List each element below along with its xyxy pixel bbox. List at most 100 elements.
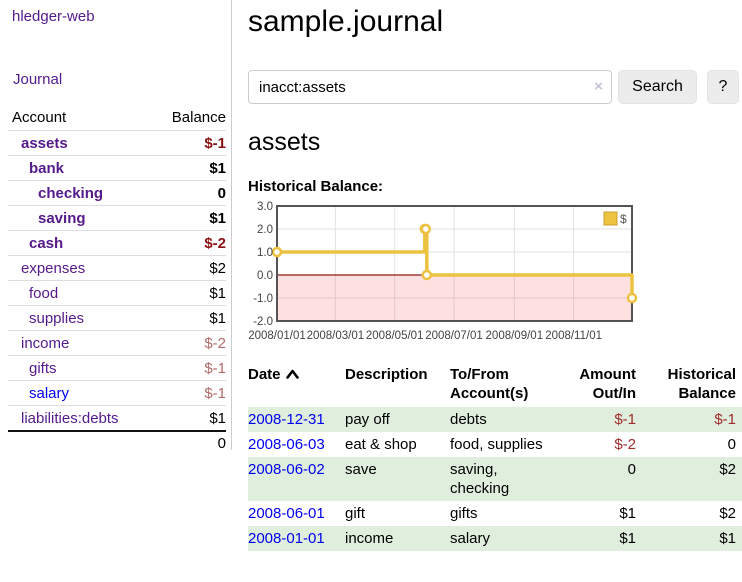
register-accounts: salary <box>450 526 560 551</box>
register-amount: $1 <box>560 501 642 526</box>
account-link[interactable]: income <box>8 332 69 355</box>
register-date: 2008-06-01 <box>248 501 345 526</box>
account-balance: $-1 <box>204 382 226 405</box>
page-title: sample.journal <box>248 4 742 40</box>
sidebar: hledger-web Journal Account Balance asse… <box>0 0 232 450</box>
svg-text:0.0: 0.0 <box>257 270 273 282</box>
register-header-balance: Historical Balance <box>642 363 742 407</box>
register-balance: $2 <box>642 501 742 526</box>
register-date-link[interactable]: 2008-06-03 <box>248 436 325 453</box>
account-row: checking 0 <box>8 180 226 205</box>
accounts-header-account: Account <box>12 106 66 130</box>
search-form: × Search ? <box>248 70 742 104</box>
register-date-link[interactable]: 2008-01-01 <box>248 530 325 547</box>
svg-text:2008/09/01: 2008/09/01 <box>486 330 544 342</box>
account-row: supplies $1 <box>8 305 226 330</box>
register-table: Date Description To/From Account(s) Amou… <box>248 363 742 551</box>
register-accounts: debts <box>450 407 560 432</box>
register-amount: 0 <box>560 457 642 501</box>
account-row: expenses $2 <box>8 255 226 280</box>
register-balance: $1 <box>642 526 742 551</box>
search-input[interactable] <box>248 70 612 104</box>
account-balance: $2 <box>209 257 226 280</box>
chart-legend-label: $ <box>620 212 627 226</box>
sidebar-item-journal[interactable]: Journal <box>13 71 231 88</box>
account-row: food $1 <box>8 280 226 305</box>
help-button[interactable]: ? <box>707 70 739 104</box>
balance-chart: 3.02.01.00.0-1.0-2.02008/01/012008/03/01… <box>248 202 742 347</box>
svg-text:2008/03/01: 2008/03/01 <box>307 330 365 342</box>
register-amount: $-2 <box>560 432 642 457</box>
register-header-description: Description <box>345 363 450 407</box>
hledger-web-page: hledger-web Journal Account Balance asse… <box>0 0 742 582</box>
account-link[interactable]: salary <box>8 382 69 405</box>
historical-balance-label: Historical Balance: <box>248 178 742 195</box>
register-balance: 0 <box>642 432 742 457</box>
account-link[interactable]: saving <box>8 207 86 230</box>
register-date: 2008-12-31 <box>248 407 345 432</box>
register-date-link[interactable]: 2008-06-02 <box>248 461 325 478</box>
account-link[interactable]: checking <box>8 182 103 205</box>
search-button[interactable]: Search <box>618 70 697 104</box>
account-link[interactable]: expenses <box>8 257 85 280</box>
account-balance: $-2 <box>204 332 226 355</box>
account-balance: $1 <box>209 157 226 180</box>
account-balance: $1 <box>209 307 226 330</box>
account-row: income $-2 <box>8 330 226 355</box>
register-balance: $-1 <box>642 407 742 432</box>
account-row: salary $-1 <box>8 380 226 405</box>
register-date: 2008-01-01 <box>248 526 345 551</box>
account-link[interactable]: liabilities:debts <box>8 407 119 430</box>
account-link[interactable]: food <box>8 282 58 305</box>
register-amount: $-1 <box>560 407 642 432</box>
accounts-rows: assets$-1bank$1checking0saving$1cash$-2e… <box>8 130 226 430</box>
register-amount: $1 <box>560 526 642 551</box>
register-accounts: food, supplies <box>450 432 560 457</box>
register-date-link[interactable]: 2008-12-31 <box>248 411 325 428</box>
register-row: 2008-06-02savesaving, checking0$2 <box>248 457 742 501</box>
register-description: gift <box>345 501 450 526</box>
sort-ascending-icon <box>286 369 299 379</box>
account-balance: 0 <box>218 182 226 205</box>
account-row: assets $-1 <box>8 130 226 155</box>
account-balance: $-1 <box>204 132 226 155</box>
app-title[interactable]: hledger-web <box>12 8 231 25</box>
accounts-total-value: 0 <box>218 432 226 456</box>
svg-text:3.0: 3.0 <box>257 201 273 213</box>
account-link[interactable]: supplies <box>8 307 84 330</box>
account-link[interactable]: assets <box>8 132 68 155</box>
register-header-row: Date Description To/From Account(s) Amou… <box>248 363 742 407</box>
register-header-date[interactable]: Date <box>248 363 345 407</box>
account-balance: $-2 <box>204 232 226 255</box>
register-row: 2008-12-31pay offdebts$-1$-1 <box>248 407 742 432</box>
register-row: 2008-06-03 eat & shopfood, supplies$-20 <box>248 432 742 457</box>
account-balance: $-1 <box>204 357 226 380</box>
clear-search-icon[interactable]: × <box>594 78 603 96</box>
accounts-table-header: Account Balance <box>8 106 226 130</box>
account-row: bank $1 <box>8 155 226 180</box>
accounts-header-balance: Balance <box>172 106 226 130</box>
account-heading: assets <box>248 128 742 156</box>
register-description: income <box>345 526 450 551</box>
account-balance: $1 <box>209 207 226 230</box>
account-row: gifts $-1 <box>8 355 226 380</box>
accounts-total-row: 0 <box>8 430 226 456</box>
account-row: liabilities:debts$1 <box>8 405 226 430</box>
register-accounts: saving, checking <box>450 457 560 501</box>
account-link[interactable]: bank <box>8 157 64 180</box>
account-balance: $1 <box>209 282 226 305</box>
account-row: saving $1 <box>8 205 226 230</box>
register-description: pay off <box>345 407 450 432</box>
svg-text:2008/01/01: 2008/01/01 <box>248 330 306 342</box>
register-description: eat & shop <box>345 432 450 457</box>
register-accounts: gifts <box>450 501 560 526</box>
register-date-link[interactable]: 2008-06-01 <box>248 505 325 522</box>
register-date: 2008-06-03 <box>248 432 345 457</box>
account-link[interactable]: gifts <box>8 357 57 380</box>
main-content: sample.journal × Search ? assets Histori… <box>248 0 742 551</box>
account-link[interactable]: cash <box>8 232 63 255</box>
register-date: 2008-06-02 <box>248 457 345 501</box>
register-balance: $2 <box>642 457 742 501</box>
register-row: 2008-01-01incomesalary$1$1 <box>248 526 742 551</box>
svg-text:2.0: 2.0 <box>257 224 273 236</box>
